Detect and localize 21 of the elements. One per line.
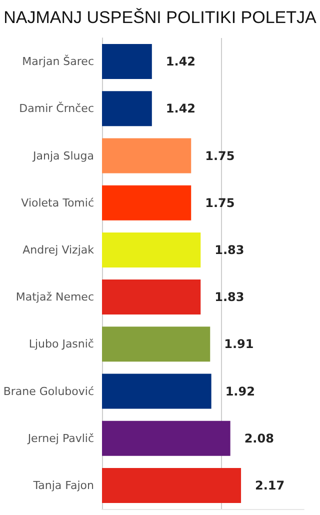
y-tick-label: Violeta Tomić <box>21 196 94 210</box>
data-label: 2.08 <box>244 431 274 446</box>
data-label: 2.17 <box>255 478 285 492</box>
data-label: 1.42 <box>166 102 196 116</box>
data-label: 1.83 <box>214 242 244 257</box>
data-label: 1.92 <box>225 384 255 398</box>
y-tick-label: Tanja Fajon <box>32 478 94 492</box>
y-tick-label: Marjan Šarec <box>22 54 94 68</box>
y-tick-label: Damir Črnčec <box>19 101 94 116</box>
y-tick-label: Brane Golubović <box>3 384 94 398</box>
data-label: 1.75 <box>205 196 235 210</box>
y-tick-label: Andrej Vizjak <box>22 243 95 256</box>
y-tick-label: Janja Sluga <box>32 149 94 162</box>
chart-title: NAJMANJ USPEŠNI POLITIKI POLETJA <box>4 8 317 27</box>
y-tick-label: Matjaž Nemec <box>16 290 94 304</box>
data-label: 1.83 <box>214 290 244 304</box>
y-tick-label: Ljubo Jasnič <box>28 338 94 351</box>
data-label: 1.91 <box>224 337 254 352</box>
y-tick-label: Jernej Pavlič <box>26 432 94 445</box>
data-label: 1.42 <box>166 54 196 69</box>
data-label: 1.75 <box>205 148 235 163</box>
